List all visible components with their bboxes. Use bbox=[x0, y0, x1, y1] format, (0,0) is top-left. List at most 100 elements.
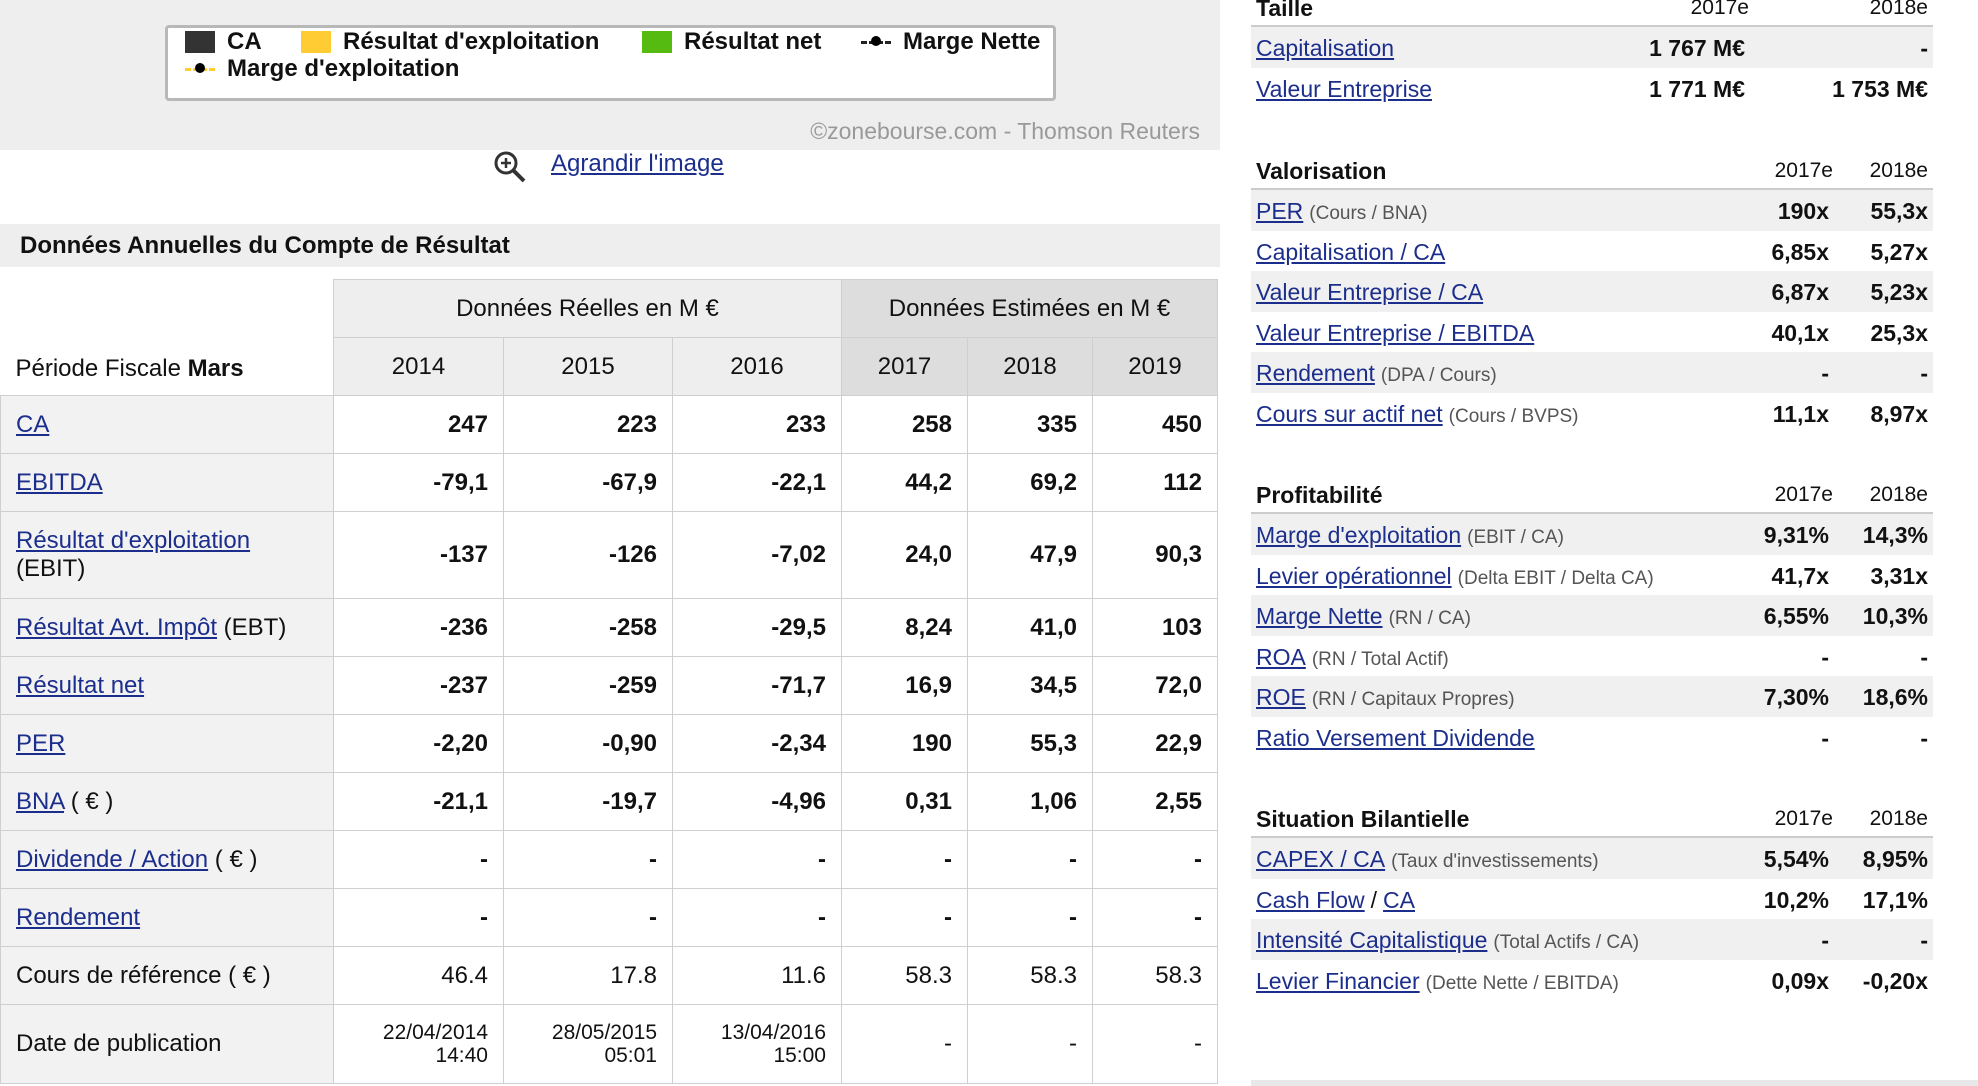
legend-item: Résultat net bbox=[642, 28, 821, 56]
ratio-link[interactable]: CAPEX / CA bbox=[1256, 846, 1386, 872]
cell: -71,7 bbox=[672, 656, 842, 715]
cell: - bbox=[841, 1004, 968, 1084]
cell: - bbox=[333, 830, 504, 889]
row-link[interactable]: Résultat net bbox=[16, 671, 145, 699]
ratio-label: ROE (RN / Capitaux Propres) bbox=[1256, 684, 1515, 711]
cell: 223 bbox=[503, 395, 673, 454]
ratio-row: Levier opérationnel (Delta EBIT / Delta C… bbox=[1251, 555, 1933, 596]
ratio-label: Levier opérationnel (Delta EBIT / Delta C… bbox=[1256, 563, 1654, 590]
ratio-suffix: / bbox=[1370, 886, 1378, 913]
ratio-label: Valeur Entreprise / EBITDA bbox=[1256, 320, 1534, 347]
ratio-row: ROE (RN / Capitaux Propres) 7,30% 18,6% bbox=[1251, 676, 1933, 717]
row-link[interactable]: Rendement bbox=[16, 903, 141, 931]
ratio-row: Marge Nette (RN / CA) 6,55% 10,3% bbox=[1251, 595, 1933, 636]
row-label: Résultat Avt. Impôt (EBT) bbox=[0, 598, 334, 657]
cell: -126 bbox=[503, 511, 673, 599]
table-row: Résultat net -237 -259 -71,7 16,9 34,5 72,0 bbox=[0, 656, 1218, 715]
ratio-label: Valeur Entreprise bbox=[1256, 76, 1432, 103]
row-link[interactable]: Dividende / Action bbox=[16, 845, 209, 873]
section-title: Données Annuelles du Compte de Résultat bbox=[0, 224, 1220, 267]
row-link[interactable]: PER bbox=[16, 729, 66, 757]
cell: -0,90 bbox=[503, 714, 673, 773]
year-header: 2019 bbox=[1092, 337, 1218, 396]
table-row: CA 247 223 233 258 335 450 bbox=[0, 395, 1218, 454]
cell: 17.8 bbox=[503, 946, 673, 1005]
ratio-section: Profitabilité 2017e 2018e Marge d'exploitat… bbox=[1251, 474, 1933, 758]
ratio-link[interactable]: Levier Financier bbox=[1256, 967, 1420, 994]
row-label: Rendement bbox=[0, 888, 334, 947]
ratio-value: - bbox=[1920, 724, 1928, 751]
ratio-link[interactable]: PER bbox=[1256, 198, 1304, 224]
cell: - bbox=[672, 888, 842, 947]
ratio-link[interactable]: Valeur Entreprise / EBITDA bbox=[1256, 319, 1535, 346]
ratio-link[interactable]: CA bbox=[1383, 886, 1415, 913]
ratio-link[interactable]: Rendement bbox=[1256, 360, 1375, 387]
ratio-note: (Cours / BVPS) bbox=[1448, 405, 1579, 427]
ratio-label: Marge d'exploitation (EBIT / CA) bbox=[1256, 522, 1564, 549]
ratio-link[interactable]: Marge d'exploitation bbox=[1256, 522, 1462, 548]
ratio-row: Cash Flow / CA 10,2% 17,1% bbox=[1251, 879, 1933, 920]
ratio-link[interactable]: Cours sur actif net bbox=[1256, 400, 1443, 427]
ratio-link[interactable]: Capitalisation / CA bbox=[1256, 238, 1446, 265]
ratio-link[interactable]: Capitalisation bbox=[1256, 35, 1395, 61]
cell: - bbox=[967, 1004, 1093, 1084]
year-header: 2017e bbox=[1774, 807, 1833, 830]
group-header: Données Estimées en M € bbox=[841, 279, 1218, 338]
ratio-link[interactable]: ROA bbox=[1256, 643, 1306, 670]
ratio-link[interactable]: Levier opérationnel bbox=[1256, 562, 1452, 589]
cell: 34,5 bbox=[967, 656, 1093, 715]
cell: -2,20 bbox=[333, 714, 504, 773]
ratio-row: Ratio Versement Dividende - - bbox=[1251, 717, 1933, 758]
row-link[interactable]: Résultat Avt. Impôt bbox=[16, 613, 217, 641]
ratio-link[interactable]: Valeur Entreprise bbox=[1256, 75, 1432, 102]
ratio-link[interactable]: Intensité Capitalistique bbox=[1256, 927, 1488, 954]
legend-marker bbox=[861, 35, 891, 54]
zoom-icon[interactable] bbox=[493, 150, 527, 184]
ratio-value: 3,31x bbox=[1870, 562, 1928, 589]
row-label: PER bbox=[0, 714, 334, 773]
cell: - bbox=[672, 830, 842, 889]
cell: -236 bbox=[333, 598, 504, 657]
ratio-row: Levier Financier (Dette Nette / EBITDA) 0,… bbox=[1251, 960, 1933, 1001]
cell: - bbox=[503, 888, 673, 947]
ratio-row: Cours sur actif net (Cours / BVPS) 11,1x 8,… bbox=[1251, 393, 1933, 434]
cell: 335 bbox=[967, 395, 1093, 454]
cell: -237 bbox=[333, 656, 504, 715]
year-header: 2018e bbox=[1869, 0, 1928, 19]
ratio-value: - bbox=[1920, 643, 1928, 670]
year-header: 2018e bbox=[1869, 159, 1928, 182]
enlarge-link[interactable]: Agrandir l'image bbox=[551, 150, 724, 177]
ratio-value: - bbox=[1920, 360, 1928, 387]
ratio-label: Ratio Versement Dividende bbox=[1256, 725, 1535, 752]
ratio-link[interactable]: Valeur Entreprise / CA bbox=[1256, 279, 1484, 306]
date-line: 22/04/2014 bbox=[382, 1021, 488, 1044]
ratio-link[interactable]: ROE bbox=[1256, 684, 1306, 711]
cell: -22,1 bbox=[672, 453, 842, 512]
row-link[interactable]: Résultat d'exploitation bbox=[16, 527, 251, 554]
ratio-label: Cash Flow / CA bbox=[1256, 887, 1415, 914]
table-row: PER -2,20 -0,90 -2,34 190 55,3 22,9 bbox=[0, 714, 1218, 773]
cell: - bbox=[1092, 830, 1218, 889]
ratio-row: PER (Cours / BNA) 190x 55,3x bbox=[1251, 190, 1933, 231]
ratio-label: Cours sur actif net (Cours / BVPS) bbox=[1256, 401, 1579, 428]
ratio-value: 7,30% bbox=[1763, 684, 1829, 711]
row-link[interactable]: CA bbox=[16, 410, 50, 438]
legend-label: Marge Nette bbox=[903, 28, 1041, 55]
ratio-link[interactable]: Ratio Versement Dividende bbox=[1256, 724, 1535, 751]
section-title: Profitabilité bbox=[1256, 482, 1383, 508]
table-row: Résultat Avt. Impôt (EBT) -236 -258 -29,5 8,… bbox=[0, 598, 1218, 657]
ratio-link[interactable]: Cash Flow bbox=[1256, 886, 1365, 913]
cell: 90,3 bbox=[1092, 511, 1218, 599]
row-link[interactable]: EBITDA bbox=[16, 468, 103, 496]
ratio-note: (RN / Total Actif) bbox=[1311, 648, 1449, 670]
cell: 46.4 bbox=[333, 946, 504, 1005]
ratio-value: - bbox=[1821, 360, 1829, 387]
ratio-link[interactable]: Marge Nette bbox=[1256, 603, 1383, 630]
row-link[interactable]: BNA bbox=[16, 787, 65, 815]
table-row: Rendement - - - - - - bbox=[0, 888, 1218, 947]
ratio-value: 10,3% bbox=[1862, 603, 1928, 630]
legend-dot bbox=[871, 35, 881, 46]
cell: 11.6 bbox=[672, 946, 842, 1005]
ratio-label: Marge Nette (RN / CA) bbox=[1256, 603, 1471, 630]
